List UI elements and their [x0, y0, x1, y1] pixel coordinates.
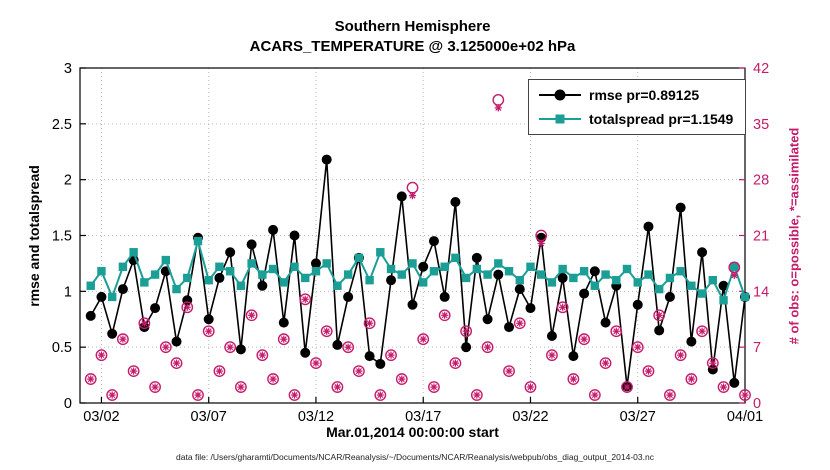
grid: [80, 68, 745, 403]
left-axis-label: rmse and totalspread: [26, 165, 42, 307]
x-axis-label: Mar.01,2014 00:00:00 start: [326, 424, 499, 440]
left-tick-label: 0.5: [52, 340, 72, 356]
right-tick-label: 7: [753, 340, 761, 356]
left-tick-label: 0: [64, 396, 72, 412]
obs-markers: [84, 94, 751, 401]
x-tick-label: 03/17: [405, 409, 441, 425]
legend-square-marker-icon: [539, 114, 581, 124]
legend-circle-marker-icon: [539, 89, 581, 101]
legend-entry: rmse pr=0.89125: [539, 87, 733, 103]
right-tick-label: 14: [753, 284, 769, 300]
x-tick-label: 04/01: [727, 409, 763, 425]
totalspread-series: [86, 236, 750, 305]
left-tick-label: 2.5: [52, 117, 72, 133]
left-tick-label: 2: [64, 173, 72, 189]
legend-entry-label: totalspread pr=1.1549: [589, 111, 734, 127]
legend: rmse pr=0.89125 totalspread pr=1.1549: [528, 79, 747, 135]
x-tick-label: 03/27: [620, 409, 656, 425]
right-axis-label: # of obs: o=possible, *=assimilated: [786, 127, 802, 345]
right-tick-label: 42: [753, 61, 769, 77]
chart-title-line2: ACARS_TEMPERATURE @ 3.125000e+02 hPa: [249, 38, 576, 55]
x-tick-label: 03/12: [298, 409, 334, 425]
x-tick-label: 03/07: [191, 409, 227, 425]
x-tick-label: 03/22: [512, 409, 548, 425]
axis-ticks: 03/02 03/07 03/12 03/17 03/22 03/27 04/0100.51…: [52, 61, 769, 425]
right-tick-label: 28: [753, 173, 769, 189]
data-file-caption: data file: /Users/gharamti/Documents/NCA…: [176, 452, 654, 462]
left-tick-label: 1: [64, 284, 72, 300]
legend-entry-label: rmse pr=0.89125: [589, 87, 700, 103]
right-tick-label: 0: [753, 396, 761, 412]
left-tick-label: 1.5: [52, 229, 72, 245]
right-tick-label: 35: [753, 117, 769, 133]
legend-entry: totalspread pr=1.1549: [539, 111, 733, 127]
x-tick-label: 03/02: [83, 409, 119, 425]
right-tick-label: 21: [753, 229, 769, 245]
left-tick-label: 3: [64, 61, 72, 77]
chart-title-line1: Southern Hemisphere: [334, 18, 491, 35]
